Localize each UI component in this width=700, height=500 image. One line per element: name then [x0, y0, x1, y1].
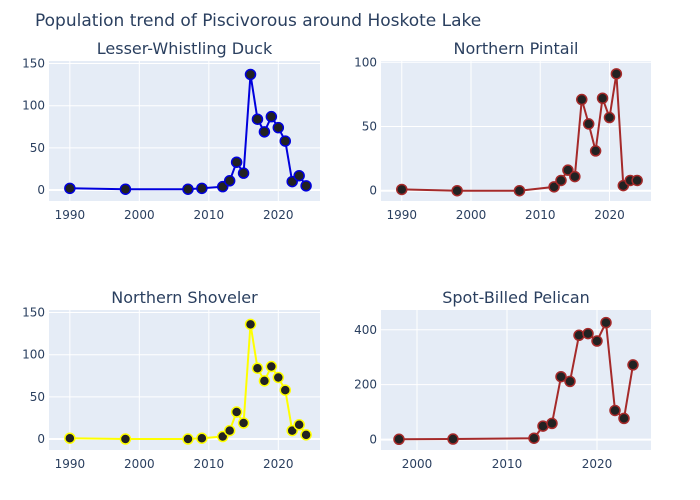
data-point	[600, 316, 612, 329]
data-point	[582, 327, 594, 340]
data-point	[528, 432, 540, 444]
data-point	[589, 145, 602, 157]
figure-title: Population trend of Piscivorous around H…	[35, 11, 482, 31]
data-point	[223, 175, 236, 187]
data-point	[300, 180, 312, 192]
y-tick-label: 100	[22, 348, 45, 362]
y-tick-label: 0	[369, 184, 377, 198]
plot-background	[381, 310, 651, 450]
data-point	[603, 111, 616, 124]
subplot-2: 1990 2000 2010 2020 0 50 100 Northern Pintail	[354, 39, 651, 222]
x-tick-label: 2020	[263, 208, 294, 222]
data-point	[576, 93, 588, 106]
x-tick-label: 1990	[55, 457, 86, 471]
data-point	[631, 174, 643, 187]
data-point	[513, 184, 526, 197]
data-point	[272, 371, 285, 384]
data-point	[555, 370, 567, 383]
data-point	[258, 375, 271, 387]
data-point	[569, 170, 581, 183]
subplot-1: 1990 2000 2010 2020 0 50 100 150 Lesser-Whistlin…	[22, 39, 320, 222]
subplot-title: Spot-Billed Pelican	[442, 288, 590, 307]
data-point	[618, 412, 630, 425]
data-point	[393, 433, 405, 446]
data-point	[244, 318, 257, 331]
y-tick-label: 50	[30, 141, 45, 155]
data-point	[119, 183, 132, 195]
x-tick-label: 2020	[263, 457, 294, 471]
data-point	[609, 404, 621, 417]
data-point	[251, 113, 264, 125]
y-tick-label: 0	[37, 432, 45, 446]
data-point	[610, 68, 623, 80]
y-tick-label: 0	[37, 183, 45, 197]
subplot-title: Northern Pintail	[454, 39, 579, 58]
data-point	[591, 335, 603, 347]
y-tick-label: 200	[354, 378, 377, 392]
data-point	[279, 135, 292, 147]
data-point	[396, 183, 408, 196]
data-point	[244, 68, 257, 81]
data-point	[265, 110, 278, 123]
data-point	[582, 118, 595, 130]
data-point	[64, 182, 76, 195]
data-point	[119, 433, 132, 445]
data-point	[182, 183, 194, 195]
data-point	[196, 182, 208, 195]
x-tick-label: 2010	[492, 457, 523, 471]
x-tick-label: 1990	[386, 208, 417, 222]
data-point	[237, 167, 250, 179]
y-tick-label: 50	[362, 120, 377, 134]
data-point	[293, 418, 305, 431]
data-point	[258, 126, 271, 138]
data-point	[548, 181, 560, 193]
x-tick-label: 2010	[194, 208, 225, 222]
x-tick-label: 2000	[124, 457, 155, 471]
x-tick-label: 2010	[525, 208, 556, 222]
data-point	[447, 433, 459, 445]
x-tick-label: 2000	[456, 208, 487, 222]
data-point	[196, 432, 208, 444]
y-tick-label: 0	[369, 433, 377, 447]
x-tick-label: 2000	[402, 457, 433, 471]
data-point	[265, 360, 278, 373]
data-point	[237, 417, 250, 429]
subplot-title: Northern Shoveler	[111, 288, 258, 307]
data-point	[300, 429, 312, 441]
y-tick-label: 400	[354, 323, 377, 337]
subplot-4: 2000 2010 2020 0 200 400 Spot-Billed Pelican	[354, 288, 651, 471]
plot-background	[381, 61, 651, 201]
y-tick-label: 50	[30, 390, 45, 404]
data-point	[272, 121, 285, 134]
data-point	[564, 375, 576, 388]
data-point	[223, 424, 236, 437]
data-point	[279, 384, 292, 396]
data-point	[627, 359, 639, 371]
data-point	[230, 156, 243, 168]
x-tick-label: 2000	[124, 208, 155, 222]
y-tick-label: 100	[354, 55, 377, 69]
data-point	[562, 164, 574, 176]
data-point	[182, 433, 194, 445]
data-point	[64, 432, 76, 444]
x-tick-label: 2020	[582, 457, 613, 471]
data-point	[596, 92, 609, 104]
series-line	[401, 73, 638, 192]
data-point	[230, 406, 243, 418]
data-point	[451, 184, 463, 197]
y-tick-label: 150	[22, 57, 45, 71]
x-tick-label: 2020	[594, 208, 625, 222]
y-tick-label: 100	[22, 99, 45, 113]
data-point	[293, 169, 305, 182]
subplot-3: 1990 2000 2010 2020 0 50 100 150 Northern Shovel…	[22, 288, 320, 471]
subplot-title: Lesser-Whistling Duck	[97, 39, 273, 58]
x-tick-label: 2010	[194, 457, 225, 471]
data-point	[555, 174, 567, 187]
x-tick-label: 1990	[55, 208, 86, 222]
y-tick-label: 150	[22, 306, 45, 320]
data-point	[251, 362, 264, 374]
data-point	[546, 417, 558, 430]
